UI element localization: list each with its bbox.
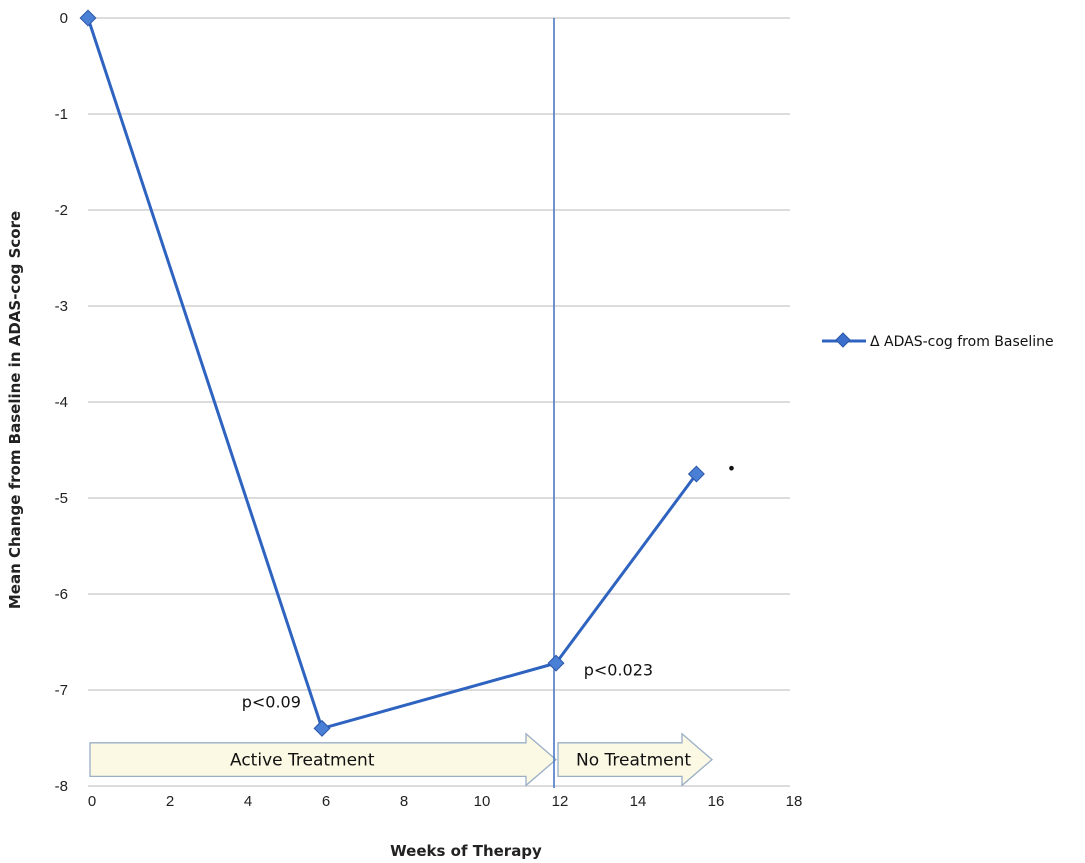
y-tick-label: 0: [60, 10, 68, 27]
series-lines: [79, 9, 705, 737]
phase-arrows: Active Treatment No Treatment: [89, 732, 713, 787]
phase-label: Active Treatment: [230, 751, 375, 771]
x-tick-labels: 0 2 4 6 8 10 12 14 16 18: [88, 793, 803, 810]
x-tick-label: 16: [708, 793, 725, 810]
annotations: p<0.09 p<0.023 •: [242, 459, 737, 711]
x-tick-label: 4: [244, 793, 252, 810]
legend: Δ ADAS-cog from Baseline: [822, 332, 1054, 350]
x-tick-label: 0: [88, 793, 96, 810]
y-tick-label: -1: [55, 106, 68, 123]
phase-arrow: [89, 732, 557, 787]
y-tick-label: -2: [55, 202, 68, 219]
y-tick-labels: 0 -1 -2 -3 -4 -5 -6 -7 -8: [55, 10, 68, 795]
annotation: p<0.023: [584, 661, 653, 680]
x-tick-label: 8: [400, 793, 408, 810]
legend-marker: [835, 332, 851, 348]
y-tick-label: -3: [55, 298, 68, 315]
annotation: p<0.09: [242, 692, 301, 711]
annotation: •: [727, 459, 736, 478]
y-axis-title: Mean Change from Baseline in ADAS-cog Sc…: [6, 211, 24, 609]
data-point: [313, 719, 331, 737]
phase-arrow: [557, 732, 713, 787]
y-tick-label: -8: [55, 778, 68, 795]
y-tick-label: -5: [55, 490, 68, 507]
x-tick-label: 12: [552, 793, 569, 810]
x-tick-label: 2: [166, 793, 174, 810]
data-point: [687, 465, 705, 483]
y-tick-label: -4: [55, 394, 68, 411]
x-tick-label: 18: [786, 793, 803, 810]
y-tick-label: -7: [55, 682, 68, 699]
data-point: [79, 9, 97, 27]
data-point: [547, 654, 565, 672]
x-axis-title: Weeks of Therapy: [390, 842, 542, 860]
legend-label: Δ ADAS-cog from Baseline: [870, 334, 1054, 350]
y-tick-label: -6: [55, 586, 68, 603]
series-line: [86, 17, 698, 730]
phase-label: No Treatment: [576, 751, 691, 771]
x-tick-label: 6: [322, 793, 330, 810]
x-tick-label: 10: [474, 793, 491, 810]
x-tick-label: 14: [630, 793, 647, 810]
gridlines: [88, 17, 790, 787]
